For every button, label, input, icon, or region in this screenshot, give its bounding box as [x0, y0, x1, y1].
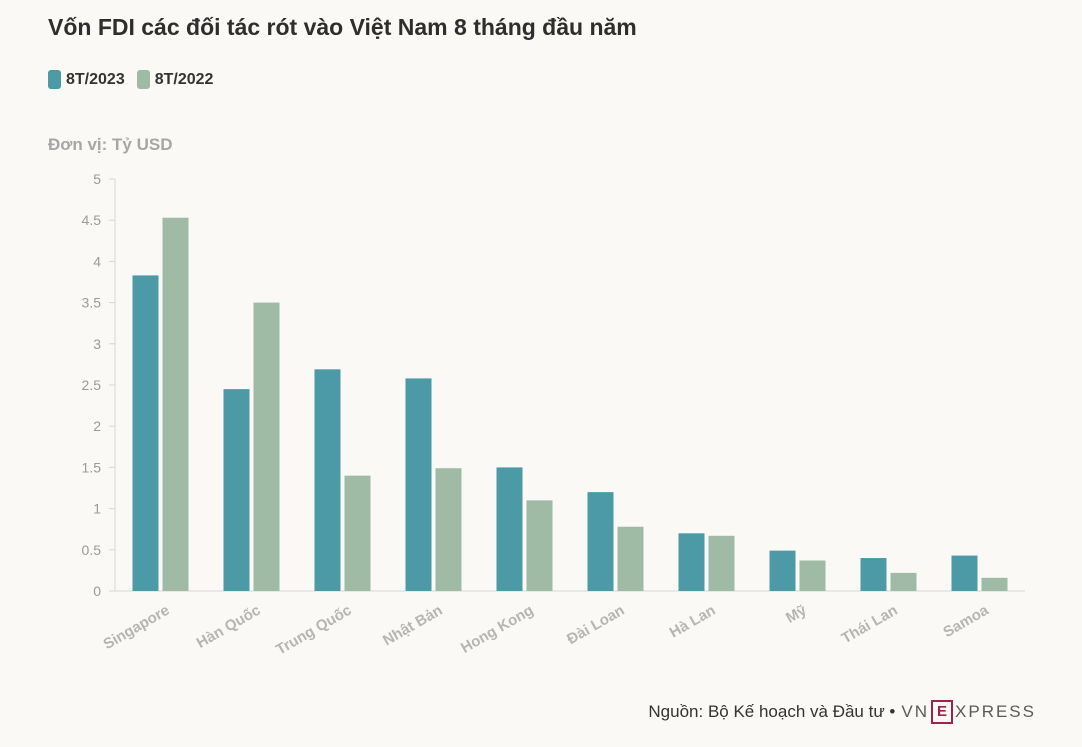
x-category-label: Hong Kong — [458, 602, 536, 657]
y-tick-label: 0.5 — [82, 542, 102, 558]
legend-label-2022: 8T/2022 — [154, 70, 214, 88]
x-category-label: Trung Quốc — [273, 602, 354, 659]
bar-2022-1 — [253, 302, 280, 591]
x-category-label: Singapore — [100, 602, 172, 653]
x-category-label: Mỹ — [783, 601, 810, 626]
legend: 8T/2023 8T/2022 — [48, 70, 213, 89]
y-tick-label: 3.5 — [82, 295, 102, 311]
bar-2023-2 — [314, 369, 341, 591]
legend-item-2022: 8T/2022 — [136, 70, 214, 89]
y-tick-label: 4 — [93, 253, 101, 269]
y-tick-label: 5 — [93, 171, 101, 187]
source-line: Nguồn: Bộ Kế hoạch và Đầu tư • VN E XPRE… — [648, 700, 1036, 724]
bar-2022-2 — [344, 475, 371, 591]
x-category-label: Samoa — [940, 601, 992, 641]
vnexpress-logo: VN E XPRESS — [901, 700, 1036, 724]
bar-2022-8 — [890, 572, 917, 591]
y-tick-label: 2.5 — [82, 377, 102, 393]
x-category-label: Đài Loan — [564, 602, 627, 648]
x-category-label: Hàn Quốc — [194, 602, 264, 652]
y-tick-label: 0 — [93, 583, 101, 599]
bar-2023-3 — [405, 378, 432, 591]
legend-item-2023: 8T/2023 — [48, 70, 125, 89]
unit-label: Đơn vị: Tỷ USD — [48, 135, 173, 154]
legend-label-2023: 8T/2023 — [66, 70, 125, 88]
bar-2022-3 — [435, 468, 462, 591]
x-category-label: Thái Lan — [839, 602, 901, 648]
bar-2023-8 — [860, 558, 887, 591]
bar-2023-7 — [769, 550, 796, 591]
bar-2023-1 — [223, 389, 250, 591]
bar-2022-0 — [162, 217, 189, 591]
source-text: Nguồn: Bộ Kế hoạch và Đầu tư • — [648, 702, 896, 721]
y-tick-label: 1 — [93, 501, 101, 517]
bar-2022-4 — [526, 500, 553, 591]
logo-box-letter: E — [931, 700, 954, 724]
bar-2023-4 — [496, 467, 523, 591]
chart-title: Vốn FDI các đối tác rót vào Việt Nam 8 t… — [48, 14, 637, 40]
x-category-label: Hà Lan — [667, 602, 719, 642]
logo-right-text: XPRESS — [955, 702, 1036, 721]
legend-swatch-2023 — [48, 70, 61, 89]
y-tick-label: 2 — [93, 418, 101, 434]
x-category-label: Nhật Bản — [380, 602, 446, 650]
bar-2022-5 — [617, 526, 644, 591]
bar-2023-0 — [132, 275, 159, 591]
bar-2023-5 — [587, 492, 614, 591]
bar-chart: 00.511.522.533.544.55 Singapore Hàn Quốc T… — [82, 171, 1025, 659]
y-tick-label: 4.5 — [82, 212, 102, 228]
logo-left-text: VN — [901, 702, 930, 721]
legend-swatch-2022 — [136, 70, 150, 89]
bar-2022-6 — [708, 535, 735, 591]
y-axis: 0 0.5 1 1.5 2 2.5 3 3.5 4 4.5 5 — [82, 171, 116, 599]
y-tick-label: 3 — [93, 336, 101, 352]
bar-2022-7 — [799, 560, 826, 591]
bar-2023-6 — [678, 533, 705, 591]
bars — [132, 217, 1008, 591]
y-tick-label: 1.5 — [82, 459, 102, 475]
x-labels: Singapore Hàn Quốc Trung Quốc Nhật Bản Hong … — [100, 601, 992, 658]
bar-2023-9 — [951, 555, 978, 591]
bar-2022-9 — [981, 577, 1008, 591]
